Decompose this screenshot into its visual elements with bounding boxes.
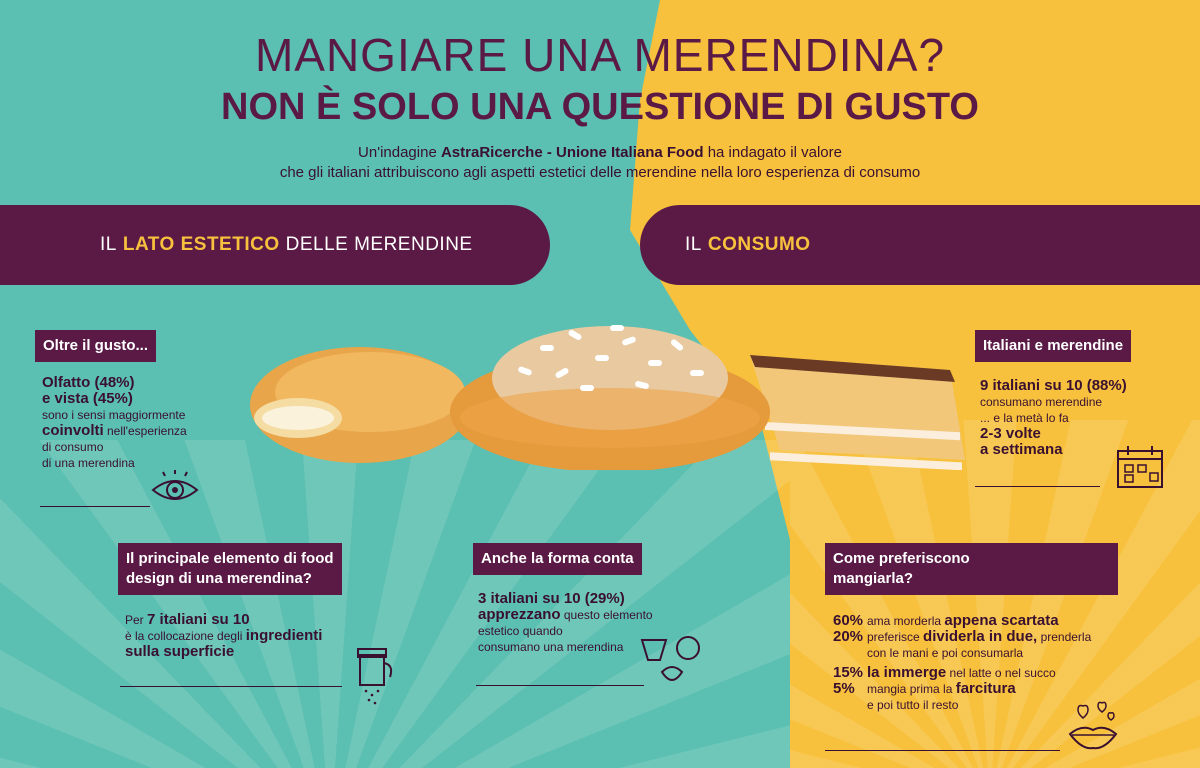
banner-lato-estetico: IL LATO ESTETICO DELLE MERENDINE (0, 205, 550, 285)
banner-consumo: IL CONSUMO (640, 205, 1200, 285)
oltre-text: Olfatto (48%) e vista (45%) sono i sensi… (42, 374, 187, 471)
come-rule (825, 750, 1060, 751)
brioche-snack (450, 325, 770, 470)
layered-cake-snack (750, 355, 965, 470)
intro-text: Un'indagine AstraRicerche - Unione Itali… (279, 144, 921, 181)
come-row: 20% preferisce dividerla in due, prenderl… (833, 628, 1092, 645)
shapes-icon (638, 632, 706, 688)
design-tag: Il principale elemento di food design di … (118, 543, 342, 595)
design-rule (120, 686, 342, 687)
sugar-shaker-icon (352, 645, 398, 707)
italiani-tag: Italiani e merendine (975, 330, 1132, 362)
eye-icon (150, 470, 200, 510)
page-subtitle: NON È SOLO UNA QUESTIONE DI GUSTO (221, 86, 979, 128)
italiani-text: 9 italiani su 10 (88%) consumano merendi… (980, 377, 1127, 458)
oltre-rule (40, 506, 150, 507)
forma-text: 3 italiani su 10 (29%) apprezzano questo… (478, 590, 653, 655)
teal-rays (0, 440, 790, 768)
snack-image (250, 325, 965, 470)
come-row: 15% la immerge nel latte o nel succo (833, 664, 1056, 681)
come-tag: Come preferiscono mangiarla? (825, 543, 1118, 595)
forma-rule (476, 685, 644, 686)
roll-snack (250, 347, 470, 463)
lips-hearts-icon (1062, 700, 1124, 752)
design-text: Per 7 italiani su 10 è la collocazione d… (125, 611, 323, 660)
come-row: e poi tutto il resto (867, 698, 959, 712)
forma-tag: Anche la forma conta (473, 543, 642, 575)
come-row: con le mani e poi consumarla (867, 646, 1024, 660)
come-row: 60% ama morderla appena scartata (833, 612, 1059, 629)
come-list: 60% ama morderla appena scartata 20% prefe… (833, 613, 1133, 713)
italiani-rule (975, 486, 1100, 487)
come-row: 5% mangia prima la farcitura (833, 680, 1016, 697)
oltre-tag: Oltre il gusto... (35, 330, 157, 362)
page-title: MANGIARE UNA MERENDINA? (254, 29, 946, 81)
calendar-icon (1112, 443, 1168, 491)
